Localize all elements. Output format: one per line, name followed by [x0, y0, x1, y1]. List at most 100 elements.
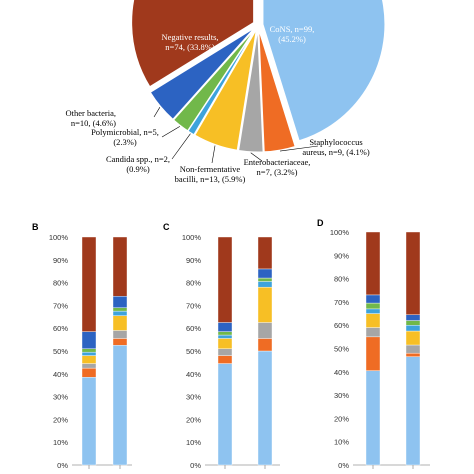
bar-segment [405, 320, 421, 326]
bar-segment [217, 334, 233, 339]
bar-segment [112, 315, 128, 331]
ytick-label: 70% [334, 298, 349, 307]
bar-segment [112, 338, 128, 346]
bar-segment [81, 377, 97, 466]
stacked-bar-panels: B 0% 10% 20% 30% 40% 50% 60% 70% 80% 90% 100% C 0% 10%… [32, 218, 430, 470]
bar-segment [257, 281, 273, 288]
bar-segment [405, 231, 421, 315]
bar-segment [257, 268, 273, 279]
bar-segment [257, 286, 273, 323]
bar-segment [365, 370, 381, 466]
pie-leader-line-5 [161, 126, 181, 138]
ytick-label: 90% [334, 251, 349, 260]
pie-slice-7 [131, 0, 255, 88]
bar-segment [257, 338, 273, 352]
ytick-label: 100% [49, 233, 69, 242]
ytick-label: 50% [334, 345, 349, 354]
ytick-label: 100% [182, 233, 202, 242]
panel-letter-D: D [317, 218, 324, 228]
pie-slice-5 [172, 28, 256, 132]
bar-segment [112, 345, 128, 466]
ytick-label: 70% [186, 301, 201, 310]
ytick-label: 80% [186, 279, 201, 288]
ytick-label: 40% [53, 370, 68, 379]
pie-slice-label-2: Enterobacteriaceae, n=7, (3.2%) [244, 157, 311, 177]
bar-segment [217, 322, 233, 332]
panel-B: B 0% 10% 20% 30% 40% 50% 60% 70% 80% 90% 100% [32, 222, 132, 470]
ytick-label: 30% [334, 391, 349, 400]
bar-segment [81, 236, 97, 332]
panel-letter-B: B [32, 222, 39, 232]
bar-segment [81, 351, 97, 356]
ytick-label: 70% [53, 301, 68, 310]
ytick-label: 80% [334, 275, 349, 284]
bar-segment [365, 302, 381, 310]
pie-leader-line-3 [211, 145, 216, 164]
bar-segment [81, 355, 97, 364]
bar-segment [257, 350, 273, 466]
bar-segment [405, 352, 421, 357]
pie-slice-label-4: Candida spp., n=2, (0.9%) [106, 154, 170, 174]
bar-segment [405, 356, 421, 466]
bar-segment [217, 355, 233, 364]
pie-slice-0 [262, 0, 386, 142]
pie-slice-4 [187, 28, 256, 136]
ytick-label: 0% [190, 461, 201, 470]
bar-segment [217, 236, 233, 323]
ytick-label: 10% [334, 438, 349, 447]
panel-letter-C: C [163, 222, 170, 232]
panel-C: C 0% 10% 20% 30% 40% 50% 60% 70% 80% 90% 100% [163, 222, 280, 470]
ytick-label: 90% [186, 256, 201, 265]
ytick-label: 10% [53, 438, 68, 447]
pie-leader-line-6 [153, 107, 161, 118]
ytick-label: 90% [53, 256, 68, 265]
ytick-label: 50% [53, 347, 68, 356]
pie-slice-label-5: Polymicrobial, n=5, (2.3%) [91, 127, 159, 147]
ytick-label: 0% [338, 461, 349, 470]
pie-labels: CoNS, n=99, (45.2%) Staphylococcus aureus, … [66, 24, 370, 184]
bar-segment [217, 331, 233, 336]
bar-segment [81, 363, 97, 369]
bar-segment [365, 327, 381, 338]
pie-slice-6 [149, 27, 255, 120]
pie-slice-label-1: Staphylococcus aureus, n=9, (4.1%) [302, 137, 370, 157]
ytick-label: 20% [334, 414, 349, 423]
ytick-label: 20% [186, 415, 201, 424]
ytick-label: 60% [334, 321, 349, 330]
ytick-label: 30% [53, 393, 68, 402]
bar-segment [81, 331, 97, 349]
bar-segment [257, 277, 273, 282]
pie-slice-label-0: CoNS, n=99, (45.2%) [270, 24, 315, 44]
bar-segment [112, 236, 128, 297]
bar-segment [112, 296, 128, 308]
bar-segment [112, 310, 128, 316]
ytick-label: 20% [53, 415, 68, 424]
bar-segment [257, 322, 273, 339]
bar-segment [405, 344, 421, 354]
bar-segment [365, 336, 381, 371]
ytick-label: 80% [53, 279, 68, 288]
bar-segment [365, 313, 381, 328]
bar-segment [217, 348, 233, 356]
ytick-label: 60% [53, 324, 68, 333]
bar-segment [217, 338, 233, 349]
ytick-label: 60% [186, 324, 201, 333]
ytick-label: 0% [57, 461, 68, 470]
pie-chart [131, 0, 386, 153]
bar-segment [112, 330, 128, 339]
pie-slice-3 [194, 29, 257, 151]
bar-segment [257, 236, 273, 270]
pie-leader-line-4 [171, 133, 191, 160]
pie-slice-1 [258, 29, 296, 153]
panel-D: D 0% 10% 20% 30% 40% 50% 60% 70% 80% 90% 100% [317, 218, 430, 470]
ytick-label: 40% [186, 370, 201, 379]
pie-slice-label-7: Negative results, n=74, (33.8%) [161, 32, 218, 52]
bar-segment [365, 294, 381, 304]
ytick-label: 40% [334, 368, 349, 377]
pie-leader-line-1 [279, 145, 319, 152]
pie-leader-line-2 [250, 152, 263, 162]
ytick-label: 30% [186, 393, 201, 402]
bar-segment [365, 308, 381, 314]
bar-segment [365, 231, 381, 296]
